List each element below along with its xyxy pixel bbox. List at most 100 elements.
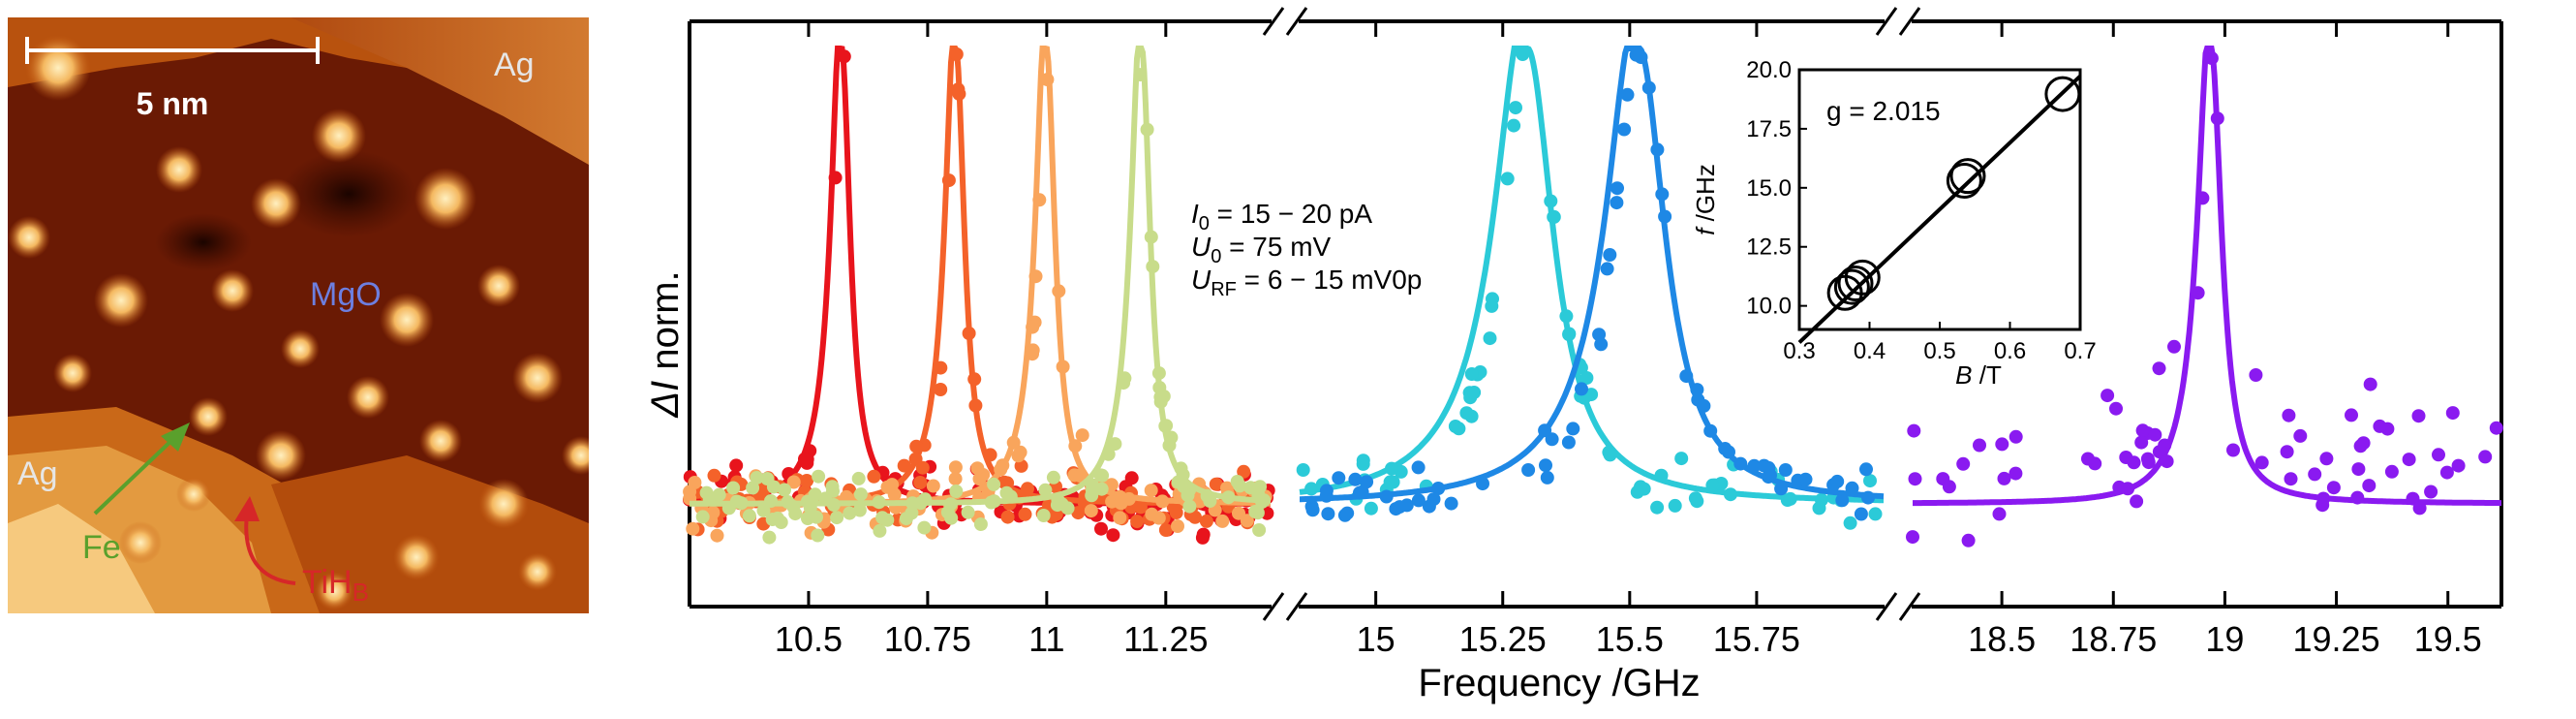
data-point	[1203, 494, 1217, 508]
data-point	[1166, 500, 1181, 515]
data-point	[710, 514, 724, 528]
data-point	[1215, 514, 1230, 528]
data-point	[1228, 492, 1242, 507]
data-point	[1178, 480, 1192, 494]
data-point	[1182, 499, 1197, 514]
inset-y-tick-label: 12.5	[1746, 234, 1792, 261]
data-point	[825, 480, 840, 494]
data-point	[1650, 500, 1665, 515]
data-point	[1035, 506, 1050, 520]
data-point	[1066, 466, 1081, 481]
data-point	[849, 501, 864, 516]
data-point	[936, 516, 951, 530]
data-point	[713, 512, 727, 525]
data-point	[1485, 298, 1499, 313]
data-point	[1187, 488, 1201, 503]
data-point	[774, 498, 788, 513]
inset-x-tick-label: 0.6	[1994, 338, 2026, 364]
data-point	[867, 469, 881, 484]
data-point	[970, 510, 985, 524]
data-point	[1600, 262, 1614, 276]
data-point	[1144, 504, 1158, 518]
data-point	[1193, 494, 1208, 509]
data-point	[712, 487, 726, 502]
data-point	[2326, 481, 2341, 495]
data-point	[1574, 360, 1588, 375]
data-point	[1157, 491, 1172, 506]
data-point	[762, 530, 777, 545]
inset-data-point	[1946, 163, 1982, 200]
data-point	[1160, 522, 1175, 537]
data-point	[1053, 505, 1067, 519]
data-point	[1547, 209, 1561, 224]
data-point	[1724, 487, 1737, 502]
data-point	[2350, 490, 2365, 505]
data-point	[1077, 496, 1091, 510]
series-2-2	[1300, 46, 1885, 522]
data-point	[1032, 193, 1047, 207]
data-point	[2088, 456, 2102, 471]
data-point	[1169, 478, 1183, 492]
data-point	[1230, 475, 1244, 488]
data-point	[721, 492, 736, 507]
data-point	[1051, 501, 1065, 516]
data-point	[1181, 488, 1195, 503]
data-point	[765, 513, 780, 526]
data-point	[1242, 511, 1256, 525]
data-point	[818, 491, 833, 506]
axis-break-mark	[1262, 592, 1308, 621]
data-point	[906, 489, 921, 504]
data-point	[2081, 452, 2095, 466]
data-point	[1399, 498, 1414, 513]
data-point	[715, 504, 729, 518]
data-point	[1195, 496, 1210, 511]
x-tick-label: 11.25	[1123, 619, 1208, 659]
data-point	[1463, 391, 1478, 405]
data-point	[981, 488, 996, 503]
data-point	[951, 82, 966, 97]
data-point	[1566, 422, 1580, 436]
series-3-1	[1906, 46, 2503, 547]
data-point	[1160, 512, 1175, 526]
data-point	[1188, 510, 1202, 524]
data-point	[889, 500, 903, 515]
series-1-3	[683, 46, 1273, 543]
data-point	[954, 508, 968, 522]
data-point	[1106, 528, 1120, 543]
spectrum-panel-2: 15 15.25 15.5 15.75	[1296, 21, 1885, 659]
data-point	[1119, 487, 1133, 502]
data-point	[869, 516, 883, 531]
data-point	[1538, 423, 1552, 438]
data-point	[1422, 499, 1436, 514]
data-point	[1486, 292, 1499, 306]
data-point	[858, 492, 873, 507]
data-point	[831, 495, 844, 510]
mgo-label: MgO	[310, 276, 382, 313]
data-point	[2121, 482, 2135, 496]
data-point	[1778, 463, 1793, 477]
data-point	[923, 484, 937, 498]
fit-curve	[1299, 46, 1884, 504]
data-point	[1473, 365, 1487, 379]
data-point	[721, 487, 736, 502]
data-point	[2356, 436, 2371, 451]
data-point	[890, 476, 905, 490]
data-point	[683, 485, 697, 499]
fit-curve	[690, 46, 1271, 507]
data-point	[1042, 498, 1056, 513]
axis-break-mark	[1262, 7, 1308, 36]
data-point	[1208, 503, 1222, 517]
data-point	[1603, 448, 1617, 462]
data-point	[1044, 494, 1058, 509]
data-point	[695, 510, 710, 524]
data-point	[1124, 500, 1139, 515]
data-point	[1109, 495, 1123, 510]
scale-bar	[25, 37, 320, 64]
data-point	[912, 476, 927, 490]
data-point	[1798, 472, 1813, 486]
data-point	[1050, 498, 1064, 513]
data-point	[1516, 47, 1530, 61]
fit-curve	[1300, 46, 1885, 503]
data-point	[1026, 343, 1040, 358]
data-point	[935, 508, 949, 522]
